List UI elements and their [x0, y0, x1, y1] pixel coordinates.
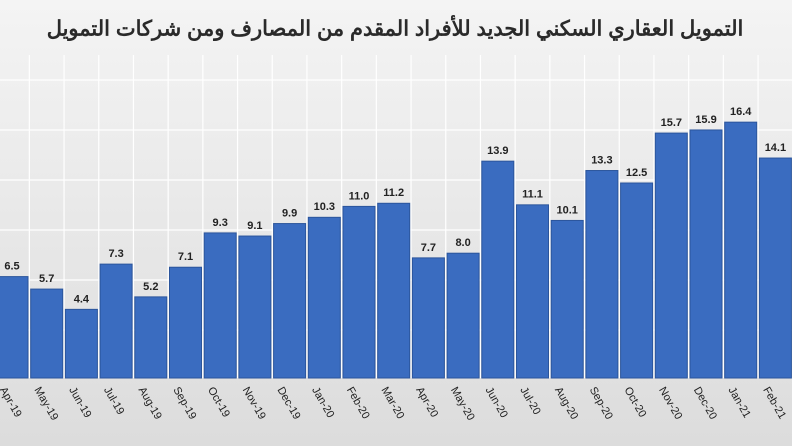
- bar: [64, 308, 98, 379]
- bar: [516, 204, 549, 379]
- bar: [481, 160, 515, 379]
- value-label: 13.9: [487, 145, 508, 157]
- value-label: 11.1: [522, 189, 543, 201]
- bar: [758, 157, 792, 379]
- bar: [203, 232, 237, 379]
- bar: [169, 266, 202, 379]
- value-label: 10.1: [556, 204, 577, 216]
- bar: [0, 276, 29, 379]
- bar: [550, 219, 584, 379]
- value-label: 15.9: [695, 114, 716, 126]
- bar: [411, 257, 445, 379]
- value-label: 5.7: [39, 273, 54, 285]
- bar: [134, 296, 168, 379]
- bar: [273, 223, 307, 379]
- value-label: 7.3: [108, 248, 123, 260]
- value-label: 9.3: [213, 217, 228, 229]
- bar: [724, 121, 758, 379]
- value-label: 7.7: [421, 242, 436, 254]
- value-label: 4.4: [74, 293, 90, 305]
- value-label: 11.2: [383, 187, 404, 199]
- bar: [99, 263, 133, 379]
- value-label: 9.1: [247, 220, 262, 232]
- value-label: 9.9: [282, 207, 297, 219]
- bar: [238, 235, 272, 379]
- value-label: 10.3: [314, 201, 335, 213]
- bar: [307, 216, 341, 379]
- bar: [654, 132, 688, 379]
- value-label: 7.1: [178, 251, 193, 263]
- value-label: 13.3: [591, 154, 612, 166]
- value-label: 12.5: [626, 167, 647, 179]
- bar: [30, 288, 64, 379]
- value-label: 5.2: [143, 281, 158, 293]
- bar: [689, 129, 723, 379]
- value-label: 16.4: [730, 106, 752, 118]
- chart-title: التمويل العقاري السكني الجديد للأفراد ال…: [47, 15, 744, 42]
- bar: [620, 182, 654, 379]
- bar: [446, 252, 480, 379]
- value-label: 11.0: [349, 190, 370, 202]
- value-label: 15.7: [661, 117, 682, 129]
- bar: [377, 202, 411, 379]
- value-label: 8.0: [455, 237, 470, 249]
- value-label: 14.1: [765, 142, 786, 154]
- bar: [585, 170, 619, 379]
- bar: [342, 205, 376, 379]
- value-label: 6.5: [4, 261, 19, 273]
